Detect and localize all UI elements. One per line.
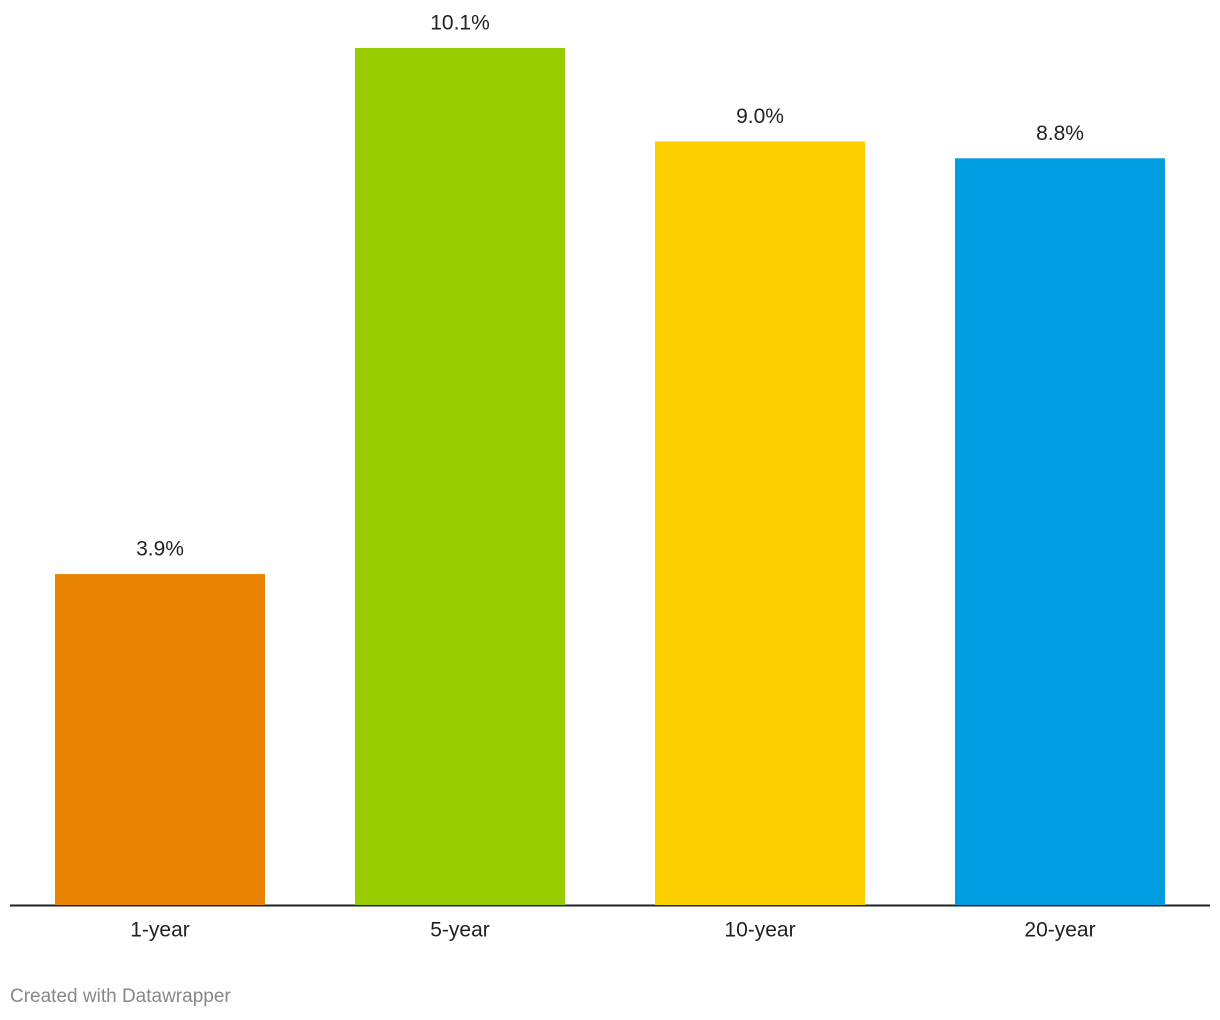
- bar: [355, 48, 565, 905]
- x-tick-label: 20-year: [1024, 919, 1095, 942]
- bar: [55, 574, 265, 905]
- bar: [655, 141, 865, 905]
- credit: Created with Datawrapper: [10, 986, 231, 1007]
- value-label: 8.8%: [1036, 122, 1084, 145]
- x-tick-label: 5-year: [430, 919, 490, 942]
- value-label: 3.9%: [136, 538, 184, 561]
- bar: [955, 158, 1165, 905]
- value-label: 9.0%: [736, 105, 784, 128]
- x-tick-label: 1-year: [130, 919, 190, 942]
- x-tick-label: 10-year: [724, 919, 795, 942]
- value-label: 10.1%: [430, 12, 490, 35]
